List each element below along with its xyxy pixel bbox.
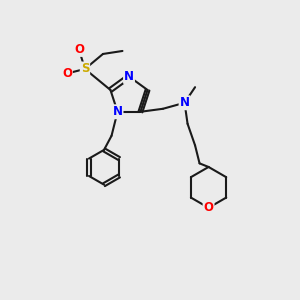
Text: N: N (124, 70, 134, 83)
Text: N: N (112, 105, 122, 118)
Text: O: O (204, 201, 214, 214)
Text: O: O (62, 67, 72, 80)
Text: N: N (180, 96, 190, 109)
Text: O: O (74, 43, 84, 56)
Text: S: S (81, 62, 89, 76)
